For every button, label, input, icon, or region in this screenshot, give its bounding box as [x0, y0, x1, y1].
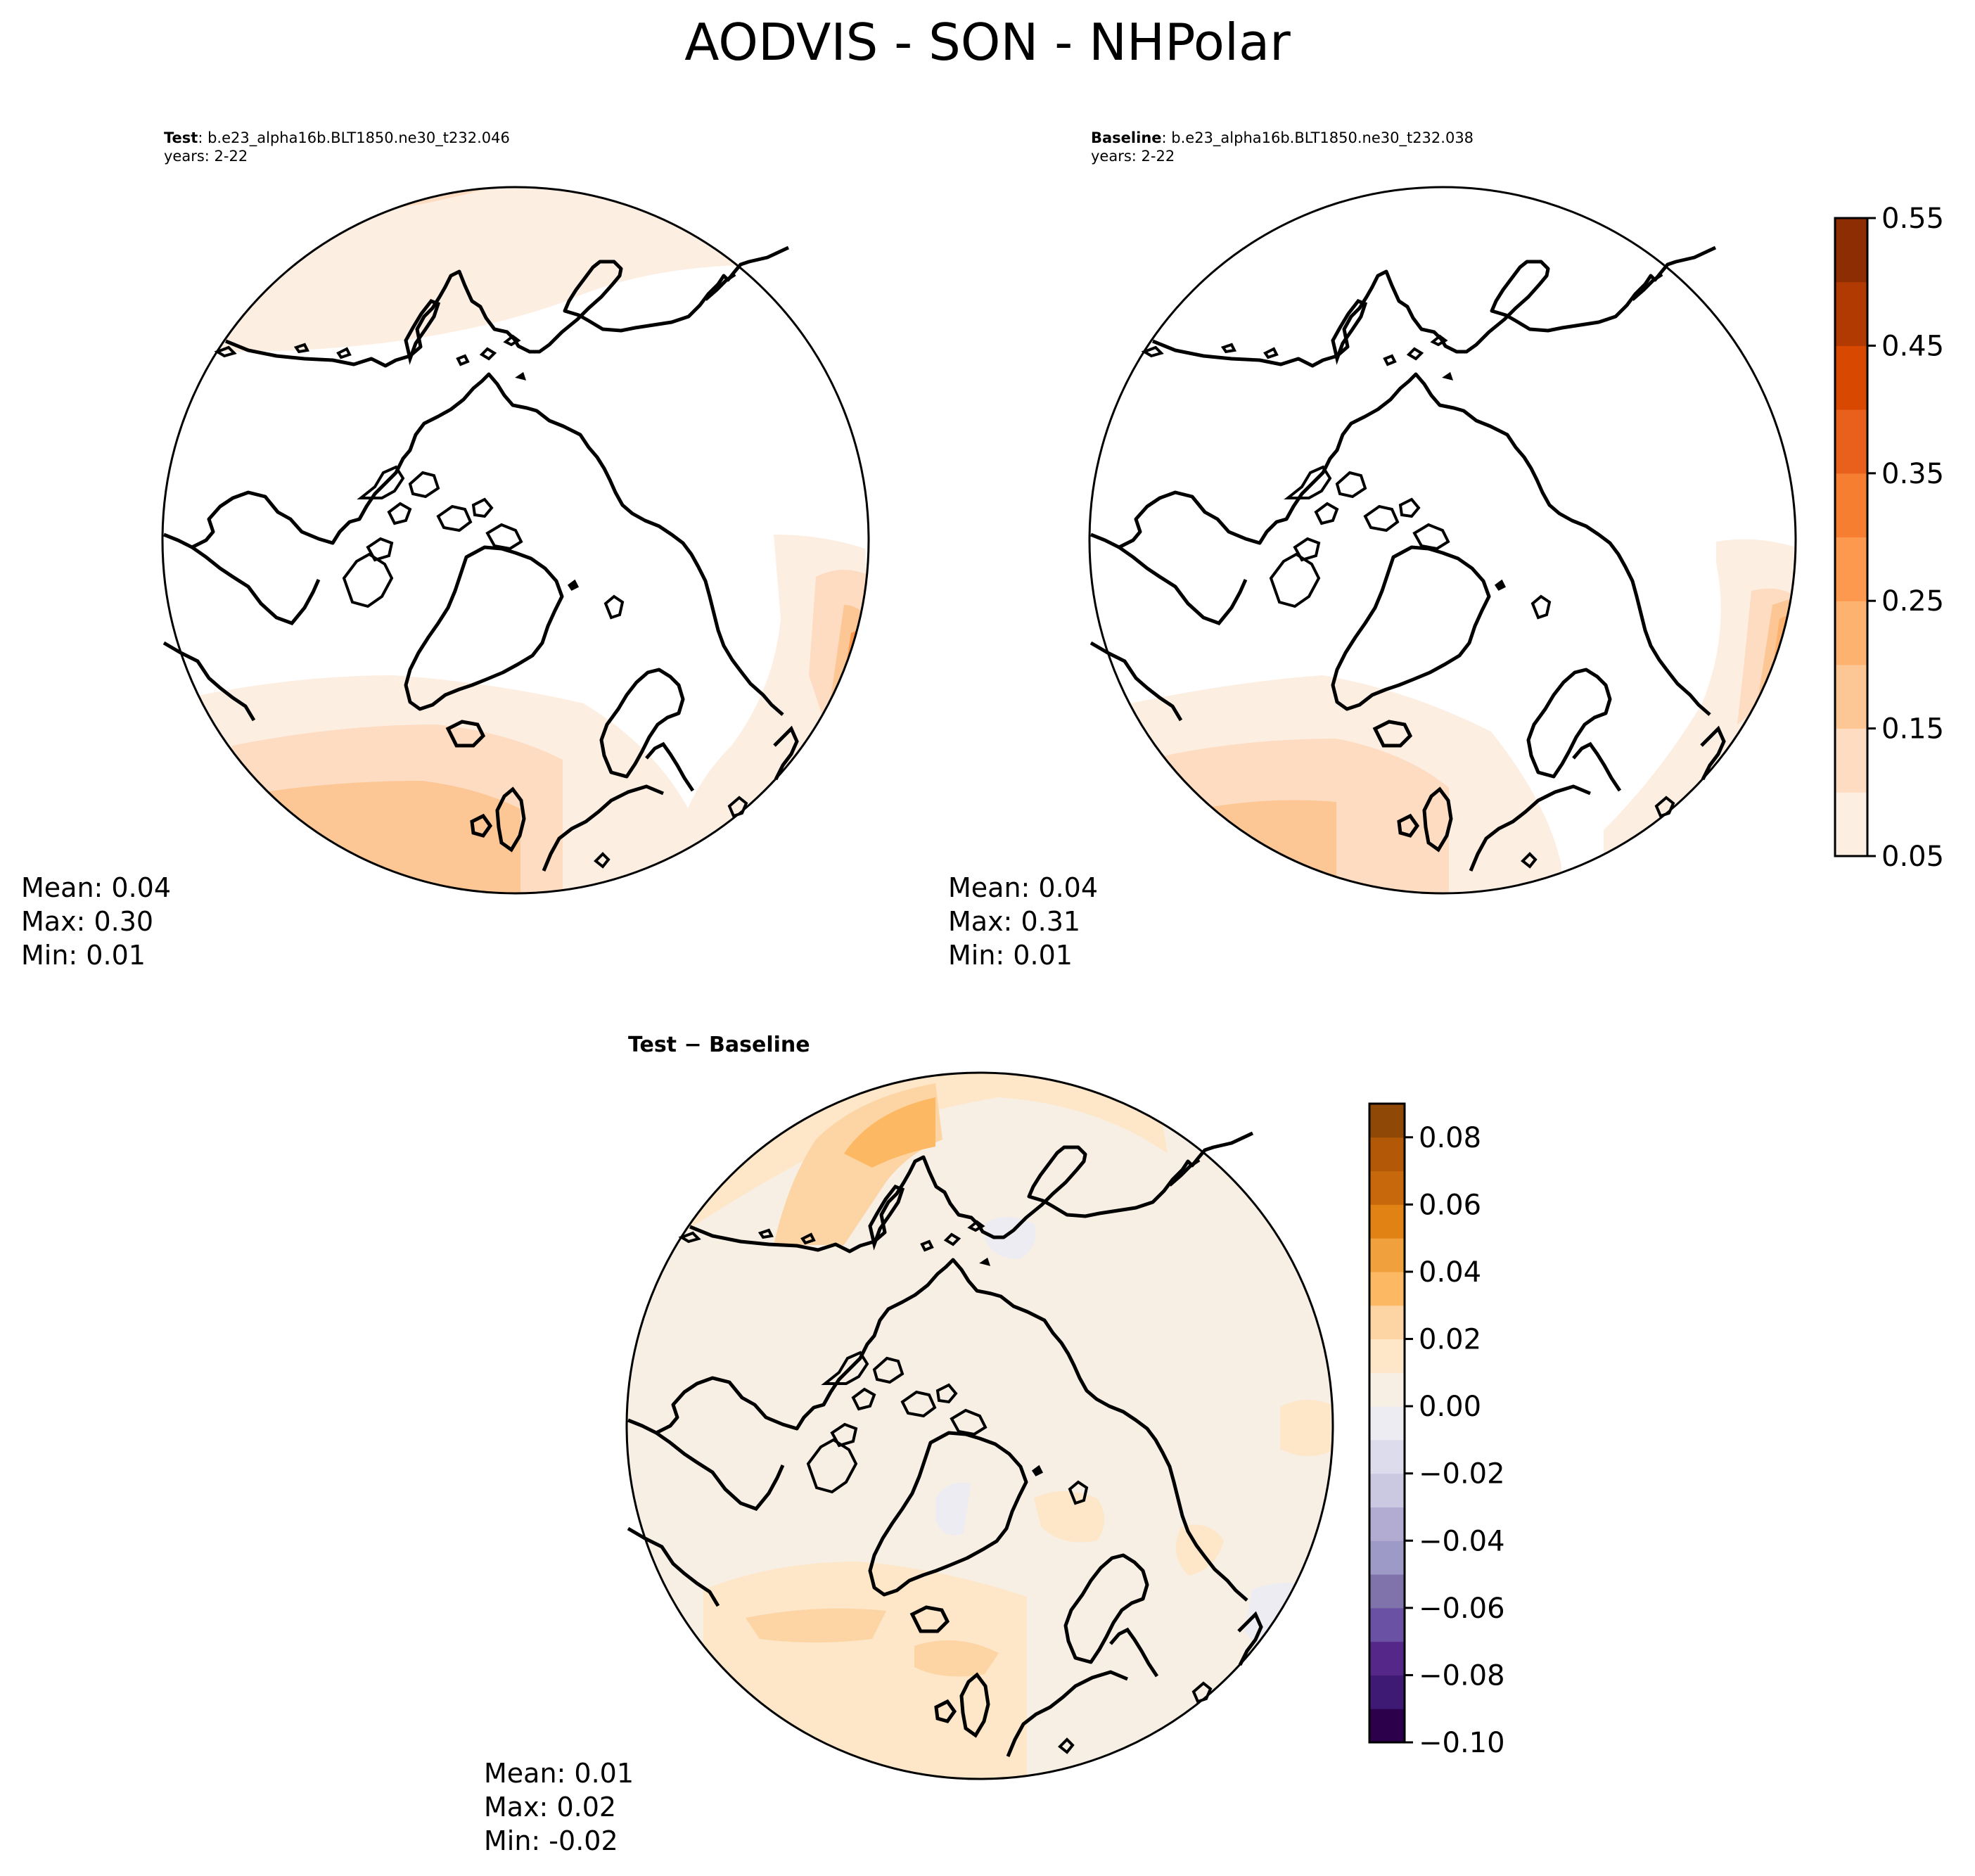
test-case-name: : b.e23_alpha16b.BLT1850.ne30_t232.046: [198, 129, 510, 146]
difference-colorbar-color-band: [1369, 1709, 1405, 1743]
aod-colorbar-tick-label: 0.45: [1881, 330, 1944, 362]
aod-colorbar-tick-label: 0.25: [1881, 585, 1944, 618]
aod-colorbar-color-band: [1835, 345, 1867, 410]
baseline-years: years: 2-22: [1091, 148, 1175, 165]
baseline-max: Max: 0.31: [948, 906, 1081, 937]
difference-colorbar-tick-label: −0.02: [1419, 1458, 1505, 1491]
baseline-map: [1088, 186, 1797, 895]
test-min: Min: 0.01: [21, 940, 146, 971]
test-max: Max: 0.30: [21, 906, 154, 937]
test-label: Test: [164, 129, 198, 146]
aod-colorbar-color-band: [1835, 792, 1867, 857]
difference-colorbar-tick-label: 0.02: [1419, 1324, 1481, 1356]
difference-colorbar-color-band: [1369, 1406, 1405, 1441]
difference-colorbar-color-band: [1369, 1507, 1405, 1541]
difference-colorbar-color-band: [1369, 1170, 1405, 1205]
difference-title: Test − Baseline: [628, 1033, 810, 1057]
difference-stats: Mean: 0.01 Max: 0.02 Min: -0.02: [484, 1756, 634, 1858]
aod-colorbar-color-band: [1835, 537, 1867, 601]
difference-colorbar-tick-label: −0.06: [1419, 1593, 1505, 1625]
aod-colorbar-tick-label: 0.55: [1881, 203, 1944, 235]
difference-colorbar-tick-label: 0.08: [1419, 1122, 1481, 1154]
test-subtitle: Test: b.e23_alpha16b.BLT1850.ne30_t232.0…: [164, 129, 510, 165]
aod-colorbar-color-band: [1835, 281, 1867, 346]
difference-colorbar-tick-label: 0.06: [1419, 1189, 1481, 1221]
difference-map: [625, 1071, 1334, 1780]
baseline-stats: Mean: 0.04 Max: 0.31 Min: 0.01: [948, 871, 1098, 972]
aod-colorbar-tick-label: 0.35: [1881, 458, 1944, 490]
baseline-label: Baseline: [1091, 129, 1162, 146]
test-years: years: 2-22: [164, 148, 248, 165]
difference-colorbar-tick-label: −0.08: [1419, 1659, 1505, 1692]
baseline-mean: Mean: 0.04: [948, 872, 1099, 903]
difference-colorbar-color-band: [1369, 1473, 1405, 1507]
difference-colorbar-color-band: [1369, 1675, 1405, 1709]
difference-colorbar-color-band: [1369, 1204, 1405, 1239]
difference-colorbar-color-band: [1369, 1641, 1405, 1676]
aod-colorbar-color-band: [1835, 218, 1867, 283]
difference-colorbar-color-band: [1369, 1137, 1405, 1172]
aod-colorbar-tick-label: 0.05: [1881, 841, 1944, 873]
baseline-min: Min: 0.01: [948, 940, 1073, 971]
aod-colorbar-color-band: [1835, 601, 1867, 665]
aod-colorbar-tick-label: 0.15: [1881, 713, 1944, 746]
difference-colorbar-tick-label: −0.04: [1419, 1525, 1505, 1557]
difference-colorbar-color-band: [1369, 1238, 1405, 1272]
difference-colorbar-color-band: [1369, 1339, 1405, 1373]
difference-colorbar-tick-label: 0.00: [1419, 1391, 1481, 1423]
difference-colorbar-color-band: [1369, 1305, 1405, 1340]
test-mean: Mean: 0.04: [21, 872, 172, 903]
colorbar-aod: 0.05 0.15 0.25 0.35 0.45 0.55: [1834, 203, 1944, 873]
difference-min: Min: -0.02: [484, 1825, 618, 1856]
test-stats: Mean: 0.04 Max: 0.30 Min: 0.01: [21, 871, 171, 972]
difference-colorbar-tick-label: 0.04: [1419, 1256, 1481, 1289]
difference-colorbar-tick-label: −0.10: [1419, 1727, 1505, 1759]
difference-mean: Mean: 0.01: [484, 1758, 634, 1789]
difference-colorbar-color-band: [1369, 1574, 1405, 1609]
difference-colorbar-color-band: [1369, 1439, 1405, 1474]
difference-colorbar-frame: [1368, 1102, 1406, 1744]
aod-colorbar-frame: [1834, 217, 1869, 857]
difference-colorbar-color-band: [1369, 1271, 1405, 1306]
colorbar-difference: −0.10 −0.08 −0.06 −0.04 −0.02 0.00 0.02 0.04 0.0…: [1368, 1102, 1505, 1759]
difference-colorbar-color-band: [1369, 1104, 1405, 1138]
baseline-case-name: : b.e23_alpha16b.BLT1850.ne30_t232.038: [1161, 129, 1474, 146]
difference-colorbar-color-band: [1369, 1372, 1405, 1407]
aod-colorbar-color-band: [1835, 473, 1867, 537]
aod-colorbar-color-band: [1835, 409, 1867, 474]
aod-colorbar-color-band: [1835, 728, 1867, 793]
difference-max: Max: 0.02: [484, 1792, 617, 1823]
difference-colorbar-color-band: [1369, 1540, 1405, 1575]
difference-colorbar-color-band: [1369, 1607, 1405, 1642]
test-map: [161, 186, 870, 895]
baseline-subtitle: Baseline: b.e23_alpha16b.BLT1850.ne30_t2…: [1091, 129, 1474, 165]
aod-colorbar-color-band: [1835, 664, 1867, 729]
figure-title: AODVIS - SON - NHPolar: [684, 13, 1291, 72]
